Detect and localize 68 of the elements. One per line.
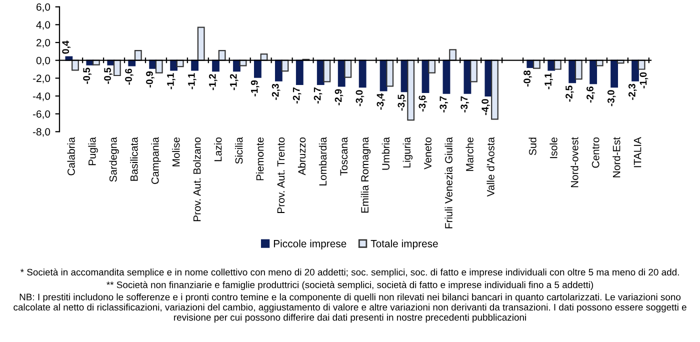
- x-tick-label: Isole: [550, 137, 558, 158]
- data-label: -2,3: [272, 84, 280, 100]
- data-label: -1,1: [167, 73, 176, 90]
- x-tick-label: Molise: [172, 137, 180, 166]
- x-tick-label: Toscana: [340, 137, 348, 176]
- x-tick-label: Umbria: [382, 137, 390, 170]
- data-label: -1,2: [230, 74, 238, 90]
- x-tick-label: Lombardia: [318, 137, 327, 186]
- data-label: -4,0: [482, 99, 490, 116]
- x-tick-label: Sardegna: [109, 137, 119, 182]
- x-tick-label: Marche: [466, 137, 474, 171]
- legend-label: Piccole imprese: [274, 240, 346, 250]
- y-tick-label: -2,0: [32, 74, 50, 84]
- y-tick-label: 6,0: [36, 3, 50, 12]
- x-tick-label: Centro: [592, 137, 600, 168]
- x-tick-label: Puglia: [88, 137, 98, 166]
- y-tick-label: -4,0: [32, 92, 50, 102]
- data-label: -0,5: [83, 68, 92, 84]
- x-tick-label: Emilia Romagna: [360, 137, 371, 213]
- data-label: -3,4: [376, 93, 386, 110]
- data-label: -1,2: [208, 74, 218, 90]
- data-label: -2,9: [334, 89, 344, 106]
- text: ** Società non finanziarie e famiglie produttrici (società semplici, società di fatto e imprese individuali fino a 5 addetti): [106, 281, 594, 290]
- x-tick-label: Sud: [528, 138, 536, 156]
- x-tick-label: Campania: [151, 137, 161, 184]
- x-tick-label: Piemonte: [256, 137, 264, 180]
- x-tick-label: Friuli Venezia Giulia: [444, 137, 452, 228]
- text: * Società in accomandita semplice e in nome collettivo con meno di 20 addetti; soc. semplici, soc. di fatto e imprese individuali con oltre 5 ma meno di 20 add.: [20, 268, 679, 278]
- data-label: -3,7: [440, 96, 448, 112]
- y-tick-label: -8,0: [32, 128, 50, 137]
- data-label: -3,0: [356, 90, 364, 106]
- data-label: -3,0: [608, 90, 616, 106]
- x-tick-label: Nord-ovest: [570, 137, 578, 188]
- data-label: -1,1: [188, 73, 196, 90]
- y-tick-label: 2,0: [36, 39, 50, 48]
- data-label: -3,7: [460, 96, 469, 112]
- data-label: -2,7: [292, 88, 302, 104]
- y-tick-label: 0,0: [36, 56, 50, 66]
- y-tick-label: 4,0: [36, 21, 50, 30]
- data-label: -2,7: [314, 88, 322, 104]
- data-label: -1,0: [640, 72, 648, 88]
- data-label: -0,8: [524, 70, 532, 87]
- data-label: -1,1: [544, 73, 553, 90]
- x-tick-label: Abruzzo: [298, 137, 306, 176]
- x-tick-label: Sicilia: [235, 137, 243, 164]
- data-label: -0,6: [125, 68, 134, 85]
- text: NB: I prestiti includono le sofferenze e i pronti contro temine e la componente di quelli non rilevati nei bilanci bancari in quanto cartolarizzati. Le variazioni sono calcolate al netto di riclassificazioni, variazioni del cambio, aggiustamento di valore e altre variazioni non derivanti da transazioni. I dati possono essere soggetti e revisione per cui possono differire dai dati presenti in nostre precedenti pubblicazioni: [14, 293, 686, 323]
- data-label: -3,5: [398, 94, 406, 111]
- x-tick-label: Liguria: [402, 137, 413, 168]
- data-label: -1,9: [250, 80, 260, 96]
- x-tick-label: Lazio: [214, 137, 222, 162]
- data-label: -2,3: [628, 84, 637, 100]
- x-tick-label: Nord-Est: [612, 137, 620, 178]
- x-tick-label: Basilicata: [130, 137, 138, 181]
- y-tick-label: -6,0: [32, 110, 50, 119]
- x-tick-label: Calabria: [67, 137, 75, 176]
- x-tick-label: Prov. Aut. Bolzano: [193, 137, 201, 222]
- data-label: -3,6: [418, 95, 428, 112]
- x-tick-label: Veneto: [424, 137, 432, 170]
- x-tick-label: Prov. Aut. Trento: [277, 137, 285, 213]
- x-tick-label: ITALIA: [634, 137, 642, 168]
- legend-label: Totale imprese: [370, 240, 438, 250]
- data-label: -0,9: [146, 71, 154, 88]
- x-tick-label: Valle d'Aosta: [486, 137, 494, 197]
- data-label: -2,6: [586, 86, 595, 103]
- data-label: -0,5: [104, 68, 112, 84]
- data-label: 0,4: [62, 40, 70, 54]
- data-label: -2,5: [566, 86, 574, 102]
